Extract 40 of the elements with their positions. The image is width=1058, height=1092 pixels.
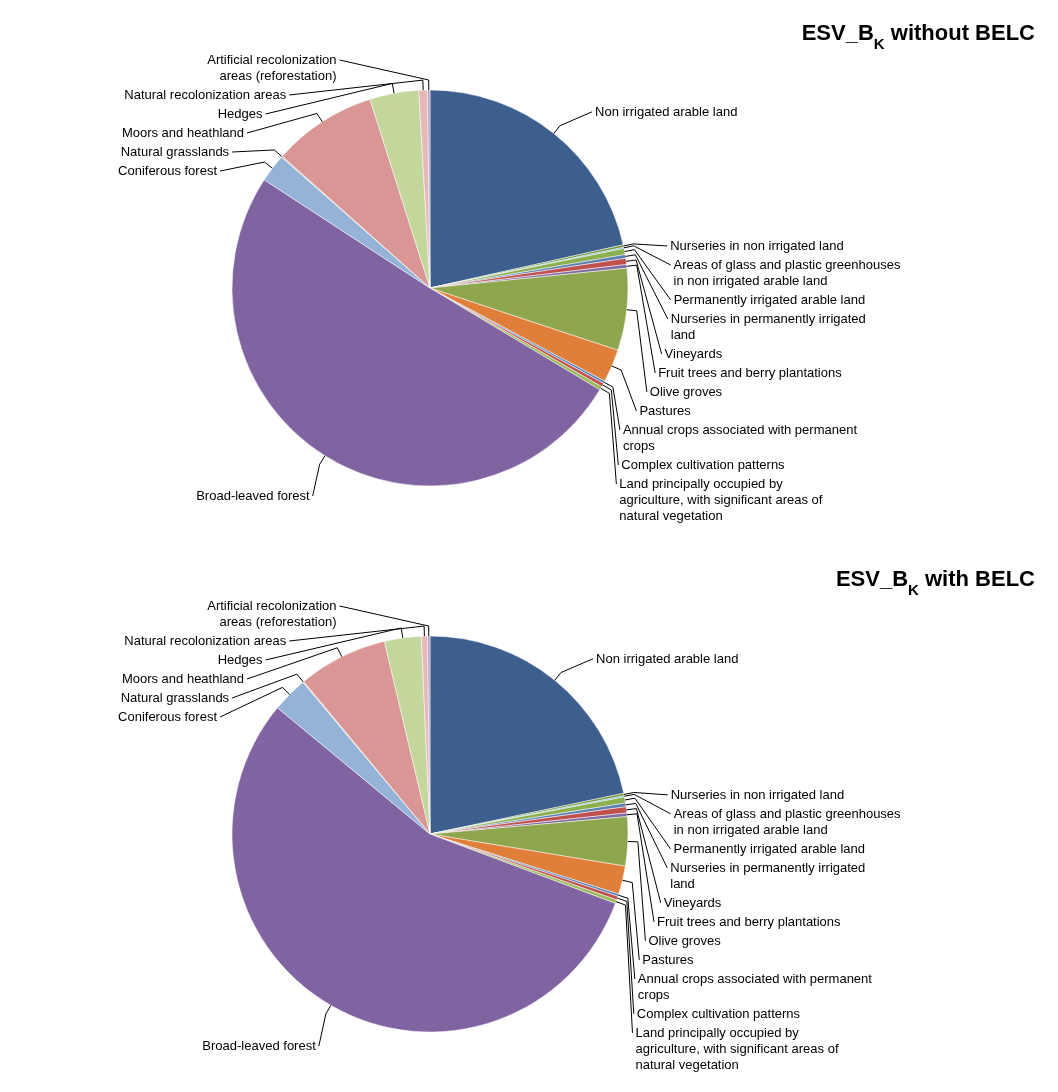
slice-label: Nurseries in permanently irrigated land (670, 859, 866, 891)
slice-label: Natural grasslands (120, 690, 230, 705)
chart-title: ESV_B$_{K}$ without BELC (801, 20, 1036, 52)
slice-label: Hedges (217, 106, 264, 121)
slice-label: Areas of glass and plastic greenhouses in non irrigated arable land (673, 805, 902, 837)
slice-label: Vineyards (664, 345, 723, 361)
slice-label: Pastures (642, 951, 695, 967)
slice-label: Vineyards (663, 894, 722, 910)
slice-label: Areas of glass and plastic greenhouses in non irrigated arable land (673, 256, 901, 288)
slice-label: Fruit trees and berry plantations (657, 913, 842, 929)
slice-label: Moors and heathland (121, 671, 245, 686)
slice-label: Broad-leaved forest (202, 1038, 317, 1054)
slice-label: Natural grasslands (120, 144, 230, 159)
slice-label: Moors and heathland (121, 125, 245, 140)
slice-label: Nurseries in non irrigated land (670, 237, 844, 253)
slice-label: Olive groves (648, 932, 722, 948)
slice-label: Fruit trees and berry plantations (658, 364, 843, 380)
slice-label: Artificial recolonization areas (reforestation) (207, 598, 337, 629)
slice-label: Hedges (217, 652, 264, 667)
slice-label: Land principally occupied by agriculture, with significant areas of natural vegetation (635, 1024, 839, 1072)
slice-label: Olive groves (649, 383, 723, 399)
slice-label: Complex cultivation patterns (621, 456, 786, 472)
slice-label: Annual crops associated with permanent crops (622, 421, 858, 453)
slice-label: Permanently irrigated arable land (673, 291, 866, 307)
slice-label: Nurseries in non irrigated land (670, 786, 845, 802)
slice-label: Permanently irrigated arable land (673, 840, 866, 856)
slice-label: Pastures (639, 402, 692, 418)
slice-label: Nurseries in permanently irrigated land (670, 310, 866, 342)
chart-title: ESV_B$_{K}$ with BELC (835, 566, 1036, 598)
slice-label: Artificial recolonization areas (reforestation) (207, 52, 337, 83)
slice-label: Non irrigated arable land (595, 103, 738, 119)
slice-label: Complex cultivation patterns (636, 1005, 801, 1021)
slice-label: Non irrigated arable land (596, 650, 739, 666)
slice-label: Coniferous forest (118, 709, 218, 724)
slice-label: Natural recolonization areas (124, 633, 287, 648)
slice-label: Annual crops associated with permanent crops (637, 970, 873, 1002)
slice-label: Broad-leaved forest (196, 488, 311, 504)
slice-label: Land principally occupied by agriculture, with significant areas of natural vegetation (619, 475, 823, 523)
slice-label: Coniferous forest (118, 163, 218, 178)
slice-label: Natural recolonization areas (124, 87, 287, 102)
